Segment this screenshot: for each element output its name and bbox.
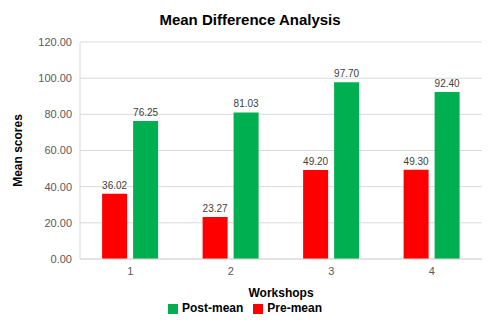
svg-text:120.00: 120.00 <box>38 36 72 48</box>
svg-text:49.30: 49.30 <box>404 156 429 167</box>
html-text:Mean Difference Analysis: Mean Difference Analysis <box>159 11 341 28</box>
svg-text:3: 3 <box>328 265 334 277</box>
svg-text:40.00: 40.00 <box>44 181 72 193</box>
svg-text:1: 1 <box>127 265 133 277</box>
svg-text:Workshops: Workshops <box>248 286 313 300</box>
svg-text:36.02: 36.02 <box>102 180 127 191</box>
svg-text:100.00: 100.00 <box>38 72 72 84</box>
html-text:Pre-mean: Pre-mean <box>267 301 322 315</box>
svg-text:80.00: 80.00 <box>44 108 72 120</box>
svg-text:20.00: 20.00 <box>44 217 72 229</box>
svg-text:Mean scores: Mean scores <box>11 114 25 187</box>
svg-text:4: 4 <box>429 265 435 277</box>
svg-text:76.25: 76.25 <box>133 107 158 118</box>
svg-text:92.40: 92.40 <box>435 78 460 89</box>
svg-text:97.70: 97.70 <box>334 68 359 79</box>
svg-text:49.20: 49.20 <box>303 156 328 167</box>
svg-text:0.00: 0.00 <box>51 253 72 265</box>
svg-text:60.00: 60.00 <box>44 144 72 156</box>
html-text:Post-mean: Post-mean <box>182 301 244 315</box>
svg-text:2: 2 <box>228 265 234 277</box>
svg-text:23.27: 23.27 <box>203 203 228 214</box>
svg-text:81.03: 81.03 <box>234 98 259 109</box>
